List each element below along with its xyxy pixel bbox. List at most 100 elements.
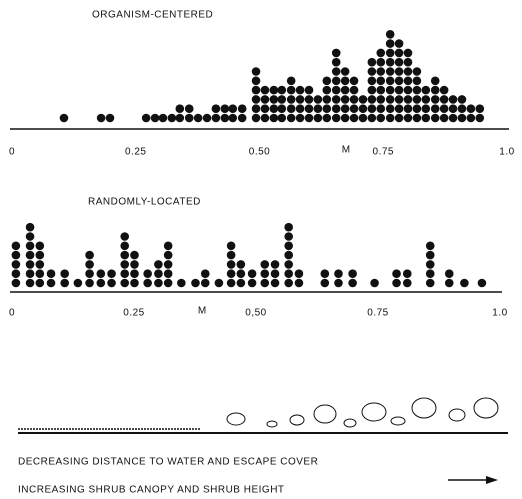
dot [404,58,413,67]
dot [26,232,35,241]
dot [332,49,341,58]
dot [154,269,163,278]
dot [321,269,330,278]
dot [227,242,236,251]
dot [376,77,385,86]
dot [368,77,377,86]
dot [237,279,246,288]
dot [296,86,305,95]
dot [376,49,385,58]
dot [475,104,484,113]
dot [12,260,21,269]
dot [60,269,69,278]
dot [449,95,458,104]
dot [221,104,230,113]
dot [74,279,83,288]
dot [440,95,449,104]
dot [431,114,440,123]
dot [305,104,314,113]
dot [159,114,168,123]
dot [426,260,435,269]
dot [332,77,341,86]
dot [341,86,350,95]
dot [296,114,305,123]
chart-title: ORGANISM-CENTERED [92,10,213,21]
dot [376,95,385,104]
dot [284,251,293,260]
dot [295,269,304,278]
dot [252,77,261,86]
dot [460,279,469,288]
figure: DECREASING DISTANCE TO WATER AND ESCAPE … [0,0,522,499]
dot [260,269,269,278]
dot [323,114,332,123]
dot [248,279,257,288]
dot [370,279,379,288]
dot [341,104,350,113]
dot [120,251,129,260]
x-tick-label: 0.75 [367,308,388,319]
dot [26,223,35,232]
chart-title: RANDOMLY-LOCATED [88,197,201,208]
dot [252,104,261,113]
dot [185,104,194,113]
dot [426,279,435,288]
shrub [290,415,304,425]
dot [341,114,350,123]
dot [252,67,261,76]
x-tick-label: 0 [9,147,15,158]
dot [277,86,286,95]
dot [36,251,45,260]
dot [60,114,69,123]
dot [287,86,296,95]
dot [261,95,270,104]
dot [376,104,385,113]
dot [368,58,377,67]
dot [168,114,177,123]
dot [332,104,341,113]
dot [395,86,404,95]
dot [248,269,257,278]
dot [386,58,395,67]
x-tick-label: 1.0 [492,308,507,319]
dot [287,114,296,123]
dot [120,232,129,241]
dot [359,104,368,113]
dot [403,269,412,278]
dot [359,95,368,104]
shrub [474,398,498,418]
dot [212,114,221,123]
dot [36,242,45,251]
dot [270,95,279,104]
dot [395,49,404,58]
dot [422,95,431,104]
dot [431,95,440,104]
dot [368,86,377,95]
dot [164,242,173,251]
dot [334,279,343,288]
dot [185,114,194,123]
dot [332,86,341,95]
dot [120,269,129,278]
dot [143,269,152,278]
dot [305,114,314,123]
dot [238,104,247,113]
dot [215,279,224,288]
dot [287,95,296,104]
dot [85,279,94,288]
dot [445,269,454,278]
dot [395,58,404,67]
dot [36,269,45,278]
dot [376,58,385,67]
dot [176,104,185,113]
dot [271,269,280,278]
dot [36,279,45,288]
dot [341,67,350,76]
dot [467,104,476,113]
dot [413,67,422,76]
dot [237,269,246,278]
dot [426,269,435,278]
x-tick-label: 0.25 [123,308,144,319]
dot [376,67,385,76]
dot [130,251,139,260]
